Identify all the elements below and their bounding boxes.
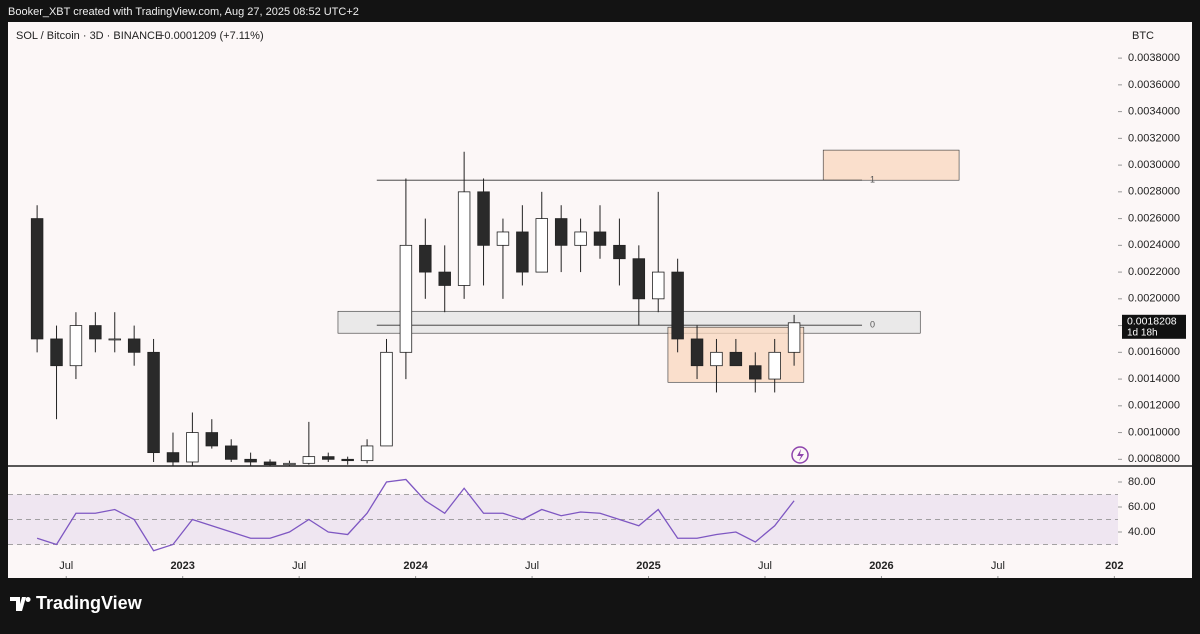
candle-body [244, 458, 257, 463]
y-tick-label: 0.0016000 [1128, 346, 1180, 358]
x-tick-label: Jul [59, 560, 73, 572]
y-tick-label: 0.0012000 [1128, 400, 1180, 412]
zone [337, 310, 921, 334]
candle-body [186, 432, 199, 463]
candle-body [399, 244, 413, 353]
candle-body [380, 351, 393, 447]
y-tick-label: 0.0020000 [1128, 293, 1180, 305]
candle-body [516, 231, 529, 273]
level-label: 0 [870, 320, 875, 330]
candle-body [147, 351, 160, 454]
candle-body [632, 258, 646, 300]
candle-body [127, 338, 141, 353]
candle-body [166, 452, 180, 463]
zone [822, 149, 960, 181]
candle-body [30, 218, 44, 340]
price-tag [1122, 314, 1186, 339]
candle-body [729, 351, 743, 367]
candle-body [768, 351, 781, 380]
candle-body [690, 338, 704, 367]
candle-body [50, 338, 63, 367]
y-tick-label: 0.0008000 [1128, 453, 1180, 465]
y-tick-label: 0.0030000 [1128, 159, 1180, 171]
candle-body [710, 351, 723, 367]
x-tick-label: Jul [991, 560, 1005, 572]
price-pane [30, 149, 960, 466]
brand: TradingView [36, 593, 143, 613]
y-tick-label: 0.0010000 [1128, 426, 1180, 438]
y-tick-label: 0.0028000 [1128, 186, 1180, 198]
candle-body [613, 244, 626, 260]
x-tick-label: Jul [525, 560, 539, 572]
event-icon [791, 446, 809, 464]
candle-body [535, 218, 548, 273]
x-tick-label: 202 [1105, 560, 1123, 572]
change: +0.0001209 (+7.11%) [158, 30, 264, 42]
candle-body [283, 462, 296, 466]
candle-body [574, 231, 587, 246]
candle-body [69, 325, 83, 367]
x-tick-label: 2026 [869, 560, 893, 572]
y-tick-label: 0.0014000 [1128, 373, 1180, 385]
candle-body [419, 244, 432, 273]
x-tick-label: 2024 [403, 560, 428, 572]
x-tick-label: 2023 [170, 560, 194, 572]
event-bolt [797, 449, 804, 461]
candle-body [89, 325, 102, 340]
candle-body [322, 456, 335, 460]
y-tick-label: 0.0032000 [1128, 132, 1180, 144]
x-tick-label: Jul [758, 560, 772, 572]
y-tick-label: 0.0022000 [1128, 266, 1180, 278]
y-axis-label: BTC [1132, 30, 1154, 42]
candle-body [263, 461, 277, 466]
y-tick-label: 0.0024000 [1128, 239, 1180, 251]
candle-body [749, 365, 762, 380]
x-tick-label: Jul [292, 560, 306, 572]
candle-body [108, 338, 121, 341]
candle-body [477, 191, 490, 246]
rsi-line [36, 478, 795, 552]
candle-body [554, 218, 568, 246]
y-tick-label: 0.0034000 [1128, 106, 1180, 118]
candle-body [787, 322, 801, 353]
candle-body [652, 271, 665, 300]
candle-body [302, 456, 316, 464]
y-tick-label: 0.0036000 [1128, 79, 1180, 91]
y-tick-label: 0.0038000 [1128, 52, 1180, 64]
y-tick-label: 0.0026000 [1128, 212, 1180, 224]
credit: Booker_XBT created with TradingView.com,… [8, 6, 359, 18]
candle-body [671, 271, 684, 340]
candle-body [496, 231, 510, 246]
rsi-pane [8, 478, 1118, 552]
candle-body [205, 432, 219, 447]
candle-body [360, 445, 374, 462]
candle-body [341, 458, 354, 462]
candle-body [457, 191, 471, 286]
candle-body [224, 445, 238, 460]
y-tick-label: 40.00 [1128, 526, 1156, 538]
brand-logo [10, 597, 31, 611]
candle-body [438, 271, 451, 286]
y-tick-label: 60.00 [1128, 501, 1156, 513]
price-tag-countdown: 1d 18h [1127, 327, 1158, 338]
level-label: 1 [870, 175, 875, 185]
chart-title: SOL / Bitcoin · 3D · BINANCE [16, 30, 162, 42]
y-tick-label: 80.00 [1128, 476, 1156, 488]
candle-body [593, 231, 607, 246]
chart-background [8, 22, 1192, 578]
x-tick-label: 2025 [636, 560, 660, 572]
price-tag-value: 0.0018208 [1127, 316, 1177, 328]
